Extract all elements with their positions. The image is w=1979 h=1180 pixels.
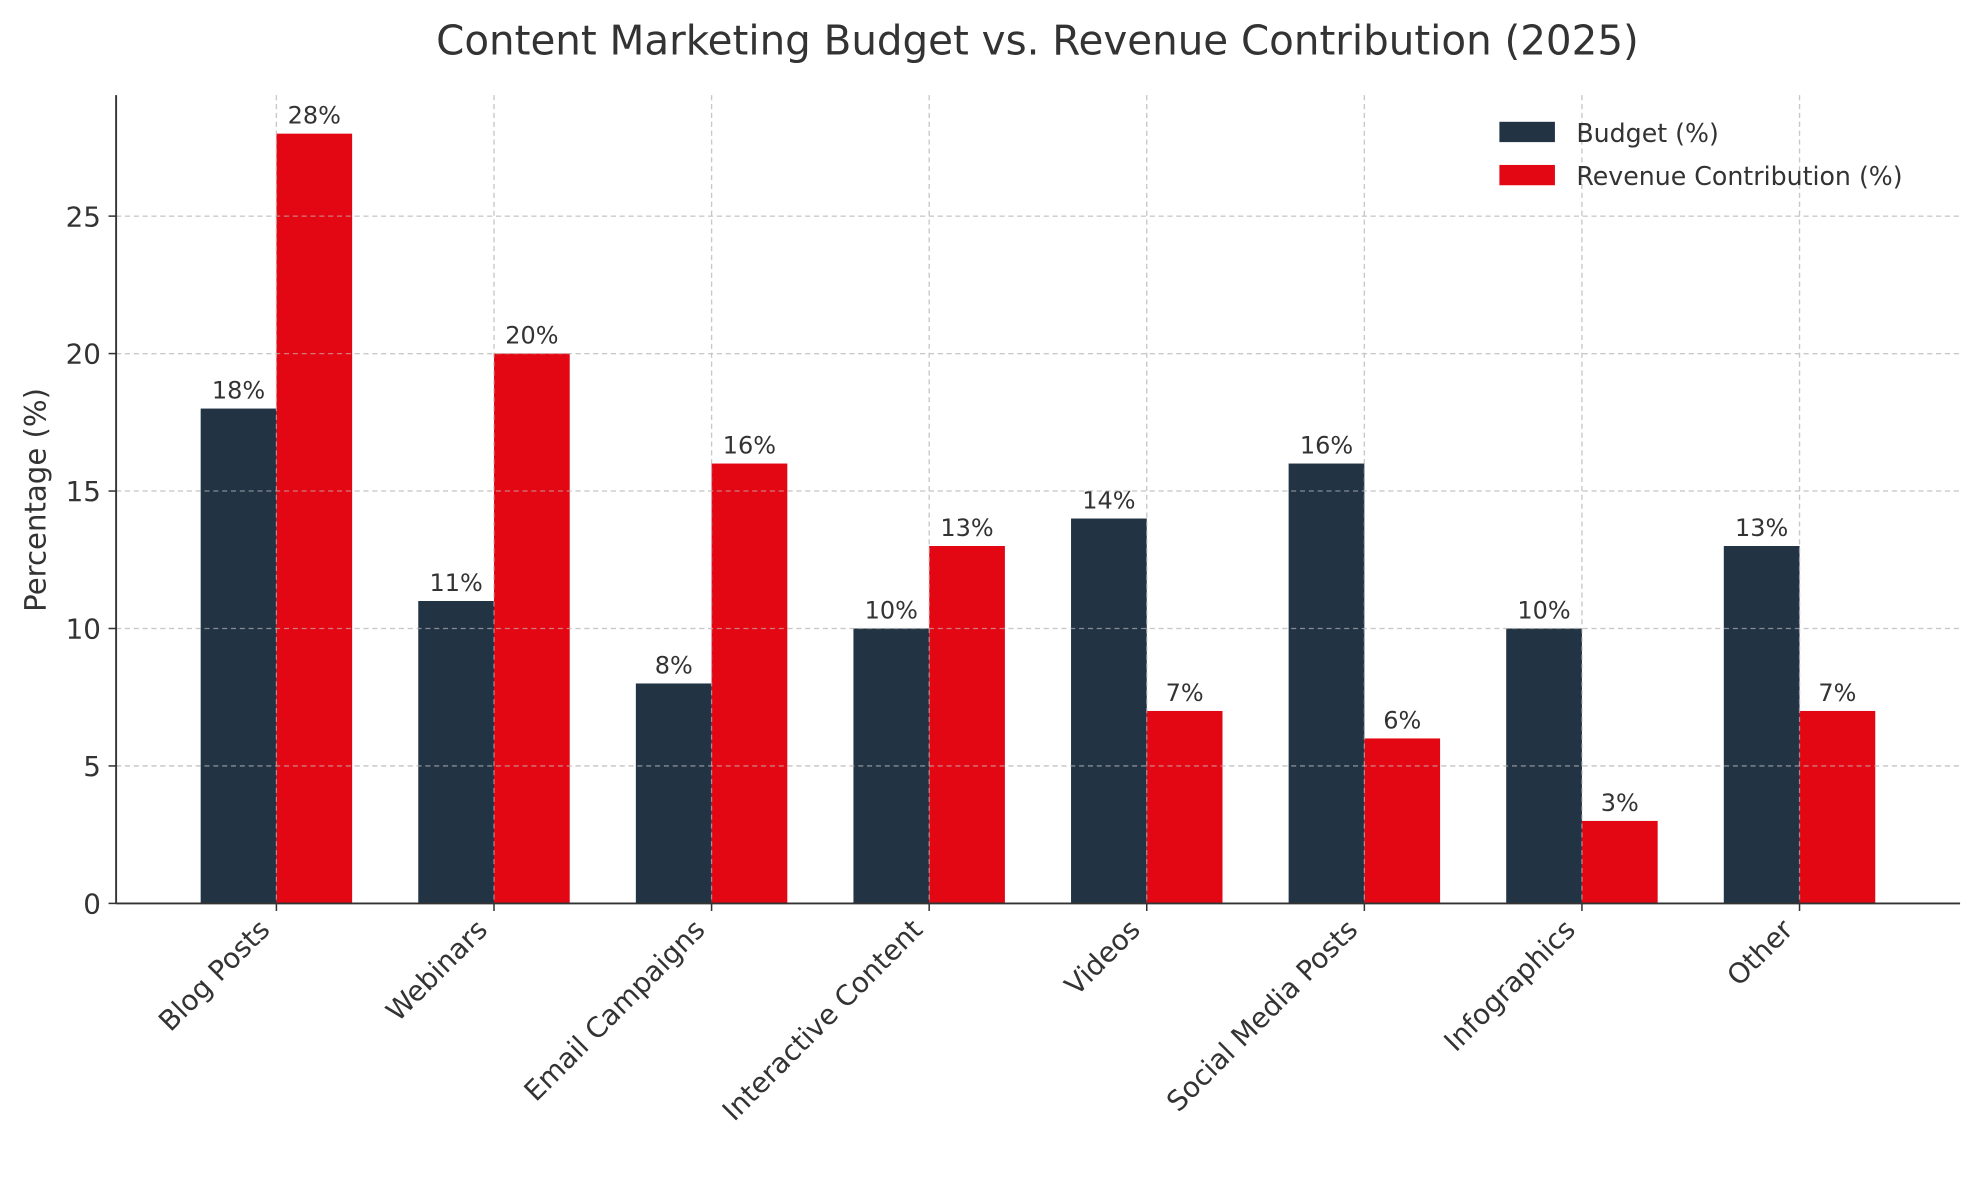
bar-revenue [1581, 820, 1658, 904]
chart-title: Content Marketing Budget vs. Revenue Con… [436, 16, 1639, 64]
data-label: 10% [865, 596, 918, 624]
y-tick-label: 25 [66, 200, 101, 233]
y-tick-label: 5 [83, 750, 101, 783]
bar-budget [635, 683, 712, 904]
y-axis-label: Percentage (%) [19, 388, 53, 612]
data-label: 13% [1735, 514, 1788, 542]
x-tick-label: Infographics [1437, 913, 1581, 1058]
legend-label: Revenue Contribution (%) [1576, 162, 1902, 191]
data-label: 13% [940, 514, 993, 542]
bar-revenue [929, 546, 1005, 904]
bar-revenue [1146, 710, 1223, 904]
y-tick-label: 20 [66, 338, 101, 371]
bar-budget [418, 600, 494, 904]
data-label: 6% [1383, 706, 1421, 734]
bar-revenue [1364, 738, 1441, 904]
data-label: 7% [1818, 679, 1856, 707]
x-tick-label: Interactive Content [716, 913, 929, 1127]
x-tick-label: Webinars [380, 913, 494, 1028]
x-tick-label: Videos [1058, 913, 1146, 1002]
bar-budget [1506, 628, 1582, 904]
x-tick-label: Email Campaigns [518, 913, 712, 1108]
bar-budget [200, 408, 277, 904]
legend-label: Budget (%) [1576, 119, 1718, 148]
data-label: 20% [505, 321, 558, 349]
bar-budget [853, 628, 930, 904]
data-label: 11% [429, 569, 482, 597]
bar-budget [1288, 463, 1365, 904]
legend-swatch [1499, 121, 1555, 143]
data-label: 18% [212, 376, 265, 404]
x-tick-label: Other [1720, 912, 1799, 992]
x-tick-label: Social Media Posts [1160, 913, 1364, 1118]
bar-revenue [276, 133, 353, 904]
bar-budget [1723, 546, 1800, 904]
data-labels: 18%11%8%10%14%16%10%13%28%20%16%13%7%6%3… [116, 95, 1961, 905]
bars [200, 133, 1876, 904]
y-tick-label: 10 [66, 613, 101, 646]
data-label: 10% [1517, 596, 1570, 624]
bar-revenue [1799, 710, 1876, 904]
x-tick-label: Blog Posts [152, 913, 276, 1038]
bar-budget [1071, 518, 1147, 904]
data-label: 16% [1300, 431, 1353, 459]
data-label: 16% [723, 431, 776, 459]
y-tick-label: 0 [83, 887, 101, 920]
legend-swatch [1499, 164, 1555, 186]
data-label: 7% [1166, 679, 1204, 707]
bar-revenue [711, 463, 788, 904]
data-label: 3% [1601, 789, 1639, 817]
legend: Budget (%) Revenue Contribution (%) [1499, 119, 1903, 191]
data-label: 8% [655, 651, 693, 679]
y-tick-label: 15 [66, 475, 101, 508]
data-label: 28% [288, 101, 341, 129]
